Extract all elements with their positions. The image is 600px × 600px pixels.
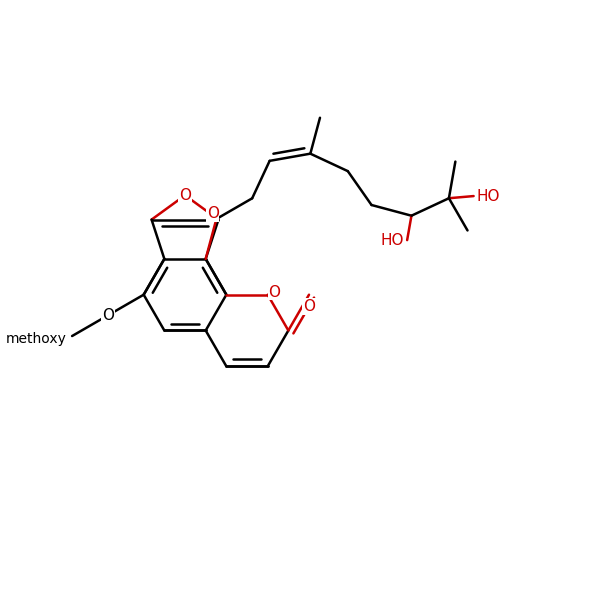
Text: O: O [303,299,315,314]
Text: O: O [102,308,114,323]
Text: HO: HO [476,188,500,203]
Text: O: O [269,284,281,299]
Text: methoxy: methoxy [6,332,67,346]
Text: HO: HO [381,233,404,248]
Text: O: O [206,206,218,221]
Text: O: O [179,188,191,203]
